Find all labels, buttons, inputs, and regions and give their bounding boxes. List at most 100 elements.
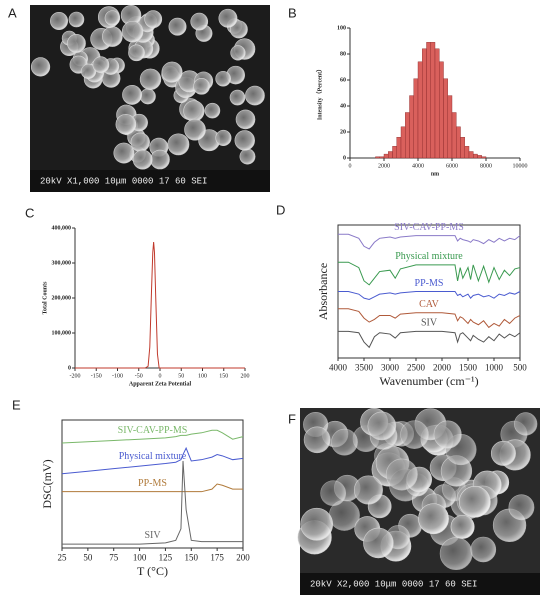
x-tick-label: 500 [513, 362, 527, 372]
x-tick-label: -100 [112, 374, 123, 380]
particle [439, 537, 473, 571]
particle [303, 426, 331, 454]
bar [392, 146, 397, 159]
bar [464, 146, 470, 159]
bar [426, 42, 431, 159]
y-tick-label: 100 [337, 25, 346, 31]
x-tick-label: 3000 [381, 362, 400, 372]
particle [139, 88, 156, 105]
particle [30, 57, 51, 77]
x-tick-label: -150 [91, 374, 102, 380]
x-tick-label: 10000 [513, 164, 528, 170]
panel-label: D [276, 202, 285, 217]
particle [514, 412, 538, 436]
particle [470, 536, 497, 563]
series-label: SIV [421, 318, 438, 329]
y-tick-label: 0 [343, 155, 346, 161]
y-tick-label: 80 [340, 51, 346, 57]
caption-bar [30, 170, 270, 192]
particle [230, 45, 246, 61]
x-axis-label: Wavenumber (cm⁻¹) [379, 374, 478, 388]
particle [104, 10, 121, 26]
bar [473, 153, 478, 159]
particle [229, 20, 248, 39]
particle [167, 133, 190, 156]
series-label: Physical mixture [119, 451, 187, 462]
particle [92, 56, 110, 74]
panel-label: F [288, 411, 296, 426]
particle [215, 70, 231, 87]
x-tick-label: -50 [135, 374, 143, 380]
series-label: PP-MS [415, 278, 444, 289]
particle [144, 10, 163, 29]
particle [418, 503, 449, 535]
particle [229, 89, 246, 106]
particle [450, 514, 475, 539]
panel-label: E [12, 397, 21, 412]
particle [215, 129, 232, 146]
particle [204, 102, 221, 119]
particle [193, 78, 210, 95]
x-tick-label: 6000 [446, 164, 458, 170]
bar [468, 151, 474, 159]
particle [508, 494, 535, 521]
particle [68, 11, 85, 28]
particle [184, 118, 206, 141]
y-axis-label: Absorbance [316, 263, 330, 320]
series-label: SIV-CAV-PP-MS [118, 425, 188, 436]
particle [245, 85, 265, 106]
y-axis-label: Total Counts [42, 281, 48, 315]
x-tick-label: 175 [210, 552, 224, 562]
panel-label: C [25, 205, 34, 220]
x-axis-label: T (°C) [137, 564, 168, 578]
bar [451, 112, 457, 159]
x-tick-label: 100 [198, 374, 207, 380]
bar [375, 156, 380, 159]
bar [383, 153, 389, 159]
bar [447, 95, 453, 159]
bar [439, 61, 444, 159]
image-caption: 20kV X1,000 10μm 0000 17 60 SEI [40, 176, 207, 186]
x-tick-label: 1500 [459, 362, 478, 372]
bar [460, 136, 465, 159]
data-line [75, 241, 245, 369]
particle [218, 8, 238, 28]
x-tick-label: 25 [58, 552, 68, 562]
x-tick-label: 4000 [412, 164, 424, 170]
x-axis-label: nm [431, 171, 439, 177]
data-line [338, 233, 521, 250]
bar [430, 42, 436, 159]
particle [300, 507, 334, 541]
particle [121, 20, 144, 43]
data-line [338, 330, 521, 349]
y-tick-label: 200,000 [52, 295, 72, 301]
x-tick-label: 2000 [433, 362, 452, 372]
particle [385, 458, 418, 491]
x-tick-label: 125 [159, 552, 173, 562]
y-tick-label: 40 [340, 103, 346, 109]
series-label: CAV [419, 299, 440, 310]
x-tick-label: 4000 [329, 362, 348, 372]
data-line [61, 446, 244, 475]
x-tick-label: 200 [236, 552, 250, 562]
particle [331, 428, 358, 456]
particle [320, 480, 347, 507]
x-tick-label: 2000 [378, 164, 390, 170]
bar [434, 48, 440, 159]
particle [363, 527, 394, 559]
panel-label: B [288, 5, 297, 20]
bar [388, 151, 393, 159]
particle [161, 61, 183, 83]
particle [102, 26, 123, 47]
x-tick-label: -200 [70, 374, 81, 380]
x-tick-label: 2500 [407, 362, 426, 372]
particle [234, 130, 255, 151]
x-tick-label: 0 [159, 374, 162, 380]
particle [353, 475, 383, 505]
y-axis-label: DSC(mV) [40, 459, 54, 508]
particle [239, 148, 256, 165]
bar [456, 126, 461, 159]
particle [490, 440, 516, 466]
particle [183, 100, 205, 122]
